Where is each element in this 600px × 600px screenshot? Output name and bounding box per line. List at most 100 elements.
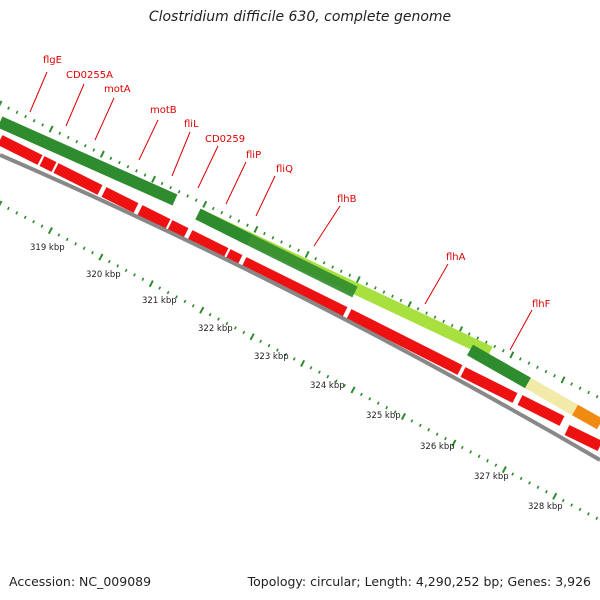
feature-segment-orange	[572, 404, 600, 430]
leader-flhB	[313, 205, 341, 247]
scale-label-328: 328 kbp	[528, 502, 563, 512]
outer-scale-tick	[442, 319, 446, 324]
inner-scale-tick	[199, 306, 205, 314]
outer-scale-tick	[288, 244, 292, 248]
inner-scale-tick	[191, 304, 195, 308]
inner-scale-tick	[343, 383, 347, 388]
cds-arrow-9	[241, 257, 348, 317]
outer-scale-tick	[160, 181, 164, 186]
scale-labels: 319 kbp 320 kbp 321 kbp 322 kbp 323 kbp …	[30, 243, 563, 512]
backbone-line	[0, 153, 600, 462]
inner-scale-tick	[552, 492, 558, 500]
inner-scale-tick	[561, 498, 565, 503]
scale-label-325: 325 kbp	[366, 411, 401, 421]
outer-scale-tick	[433, 315, 437, 319]
outer-scale-tick	[578, 386, 582, 390]
feature-segment-dark-green-1	[0, 116, 178, 206]
outer-scale-tick	[493, 344, 497, 349]
inner-scale-tick	[242, 330, 246, 335]
inner-scale-tick	[317, 370, 321, 374]
outer-scale-tick	[83, 144, 87, 148]
outer-scale-tick	[518, 357, 522, 361]
scale-label-326: 326 kbp	[420, 442, 455, 452]
inner-scale-tick	[477, 454, 481, 459]
inner-scale-tick	[57, 233, 61, 237]
leader-CD0259	[197, 145, 219, 189]
inner-scale-tick	[225, 321, 229, 326]
inner-scale-tick	[292, 357, 296, 361]
outer-scale-tick	[425, 311, 428, 315]
inner-scale-tick	[23, 215, 27, 219]
gene-label-CD0255A: CD0255A	[66, 70, 113, 81]
outer-scale-tick	[7, 106, 10, 110]
outer-scale-tick	[476, 336, 480, 340]
cds-arrow-4	[101, 187, 139, 213]
inner-scale-tick	[133, 273, 136, 277]
inner-scale-tick	[107, 259, 111, 264]
inner-scale-tick	[400, 412, 406, 421]
outer-scale-tick	[570, 382, 573, 386]
cds-track	[0, 135, 600, 451]
inner-scale-tick	[451, 439, 457, 447]
backbone-track	[0, 153, 600, 462]
feature-segment-dark-green-2	[195, 208, 253, 246]
inner-scale-tick	[158, 286, 162, 290]
map-title: Clostridium difficile 630, complete geno…	[148, 9, 452, 25]
outer-scale-tick	[41, 123, 45, 127]
outer-scale-tick	[92, 148, 96, 152]
scale-label-320: 320 kbp	[86, 270, 121, 280]
inner-scale-tick	[74, 242, 78, 246]
outer-scale-tick	[202, 200, 208, 208]
outer-scale-tick	[322, 261, 326, 265]
leader-motB	[138, 119, 159, 161]
leader-flhA	[424, 263, 449, 305]
outer-scale-tick	[331, 265, 335, 269]
outer-scale-tick	[135, 169, 138, 173]
inner-scale-tick	[469, 450, 473, 454]
genome-summary-text: Topology: circular; Length: 4,290,252 bp…	[247, 574, 591, 589]
leader-motA	[94, 97, 115, 141]
outer-scale-tick	[271, 236, 275, 240]
outer-scale-tick	[151, 175, 156, 183]
outer-scale-tick	[314, 256, 318, 261]
gene-label-fliP: fliP	[246, 150, 261, 161]
outer-scale-tick	[186, 194, 190, 198]
scale-label-324: 324 kbp	[310, 381, 345, 391]
inner-scale-tick	[183, 299, 187, 304]
gene-label-CD0259: CD0259	[205, 134, 245, 145]
cds-arrow-6	[167, 220, 189, 238]
gene-label-flhA: flhA	[446, 252, 466, 263]
outer-scale-tick	[587, 390, 591, 395]
cds-arrow-10	[346, 309, 463, 375]
inner-scale-tick	[368, 397, 372, 401]
inner-scale-tick	[275, 348, 279, 352]
feature-segment-dark-green-4	[467, 344, 531, 389]
outer-scale-tick	[220, 210, 224, 215]
outer-scale-tick	[99, 150, 105, 158]
outer-scale-tick	[263, 231, 266, 236]
cds-arrow-8	[225, 249, 243, 265]
inner-scale-tick	[98, 253, 104, 261]
inner-scale-tick	[595, 516, 599, 520]
outer-scale-tick	[339, 269, 343, 273]
leader-fliQ	[255, 175, 276, 217]
inner-scale-tick	[494, 463, 498, 467]
outer-scale-tick	[416, 307, 420, 311]
scale-label-323: 323 kbp	[254, 352, 289, 362]
inner-scale-tick	[519, 476, 523, 481]
outer-scale-tick	[595, 394, 599, 399]
inner-scale-tick	[65, 237, 69, 242]
inner-scale-tick	[148, 280, 154, 288]
outer-scale-tick	[48, 125, 54, 133]
scale-dots-outer	[0, 100, 599, 399]
inner-scale-tick	[393, 410, 397, 414]
inner-scale-tick	[249, 333, 255, 341]
outer-scale-tick	[118, 160, 121, 165]
inner-scale-tick	[528, 481, 531, 485]
outer-scale-tick	[560, 376, 566, 384]
inner-scale-tick	[217, 317, 220, 321]
outer-scale-tick	[280, 240, 283, 244]
inner-scale-tick	[544, 490, 548, 494]
outer-scale-tick	[66, 135, 70, 140]
